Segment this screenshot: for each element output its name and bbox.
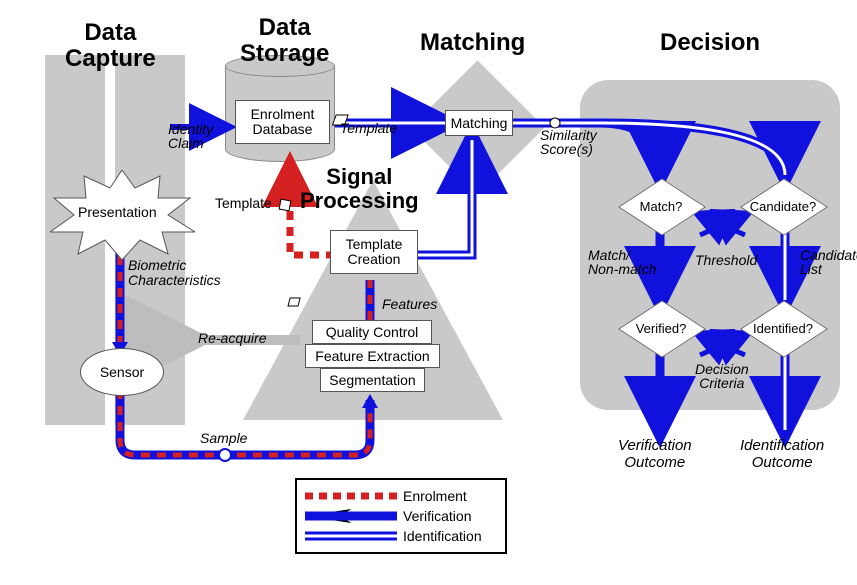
node-identified-q-label: Identified? [753,321,813,336]
node-match-q: Match? [618,178,704,234]
label-reacquire: Re-acquire [198,330,266,346]
node-feature-extraction: Feature Extraction [305,344,440,368]
node-presentation: Presentation [78,204,157,220]
legend-row-identification: Identification [305,526,495,546]
legend-swatch-identification [305,529,397,543]
node-enrolment-db: Enrolment Database [235,100,330,144]
legend-row-verification: Verification [305,506,495,526]
legend-row-enrolment: Enrolment [305,486,495,506]
node-quality-control-label: Quality Control [326,324,419,340]
node-verified-q-label: Verified? [636,321,687,336]
label-decision-criteria: Decision Criteria [695,362,749,390]
node-segmentation: Segmentation [320,368,425,392]
legend-label-identification: Identification [403,528,482,544]
node-verified-q: Verified? [618,300,704,356]
label-template-1: Template [215,195,272,211]
label-template-2: Template [340,120,397,136]
label-similarity: Similarity Score(s) [540,128,597,156]
title-data-storage: Data Storage [240,15,329,68]
legend: Enrolment Verification Identification [295,478,507,554]
legend-label-enrolment: Enrolment [403,488,467,504]
node-candidate-q-label: Candidate? [750,199,817,214]
label-candidate-list: Candidate List [800,248,857,276]
node-template-creation: Template Creation [330,230,418,274]
label-biometric: Biometric Characteristics [128,258,221,289]
label-threshold: Threshold [695,252,757,268]
title-decision: Decision [660,30,760,56]
node-template-creation-label: Template Creation [346,237,403,268]
title-matching: Matching [420,30,525,56]
node-sensor: Sensor [80,348,164,396]
node-segmentation-label: Segmentation [329,372,415,388]
title-signal-processing: Signal Processing [300,165,419,213]
node-feature-extraction-label: Feature Extraction [315,348,429,364]
node-matching-label: Matching [451,115,508,131]
node-matching: Matching [445,110,513,136]
node-match-q-label: Match? [640,199,683,214]
diagram-canvas: Presentation Sensor Enrolment Database M… [0,0,857,585]
title-data-capture: Data Capture [65,20,156,73]
label-sample: Sample [200,430,247,446]
node-quality-control: Quality Control [312,320,432,344]
node-sensor-label: Sensor [100,364,144,380]
legend-label-verification: Verification [403,508,471,524]
node-candidate-q: Candidate? [740,178,826,234]
node-enrolment-db-label: Enrolment Database [251,107,315,138]
legend-swatch-enrolment [305,489,397,503]
label-features: Features [382,296,437,312]
outcome-verification: Verification Outcome [618,438,692,471]
outcome-identification: Identification Outcome [740,438,824,471]
label-identity-claim: Identity Claim [168,122,213,150]
legend-swatch-verification [305,509,397,523]
node-identified-q: Identified? [740,300,826,356]
label-match-nonmatch: Match/ Non-match [588,248,656,276]
